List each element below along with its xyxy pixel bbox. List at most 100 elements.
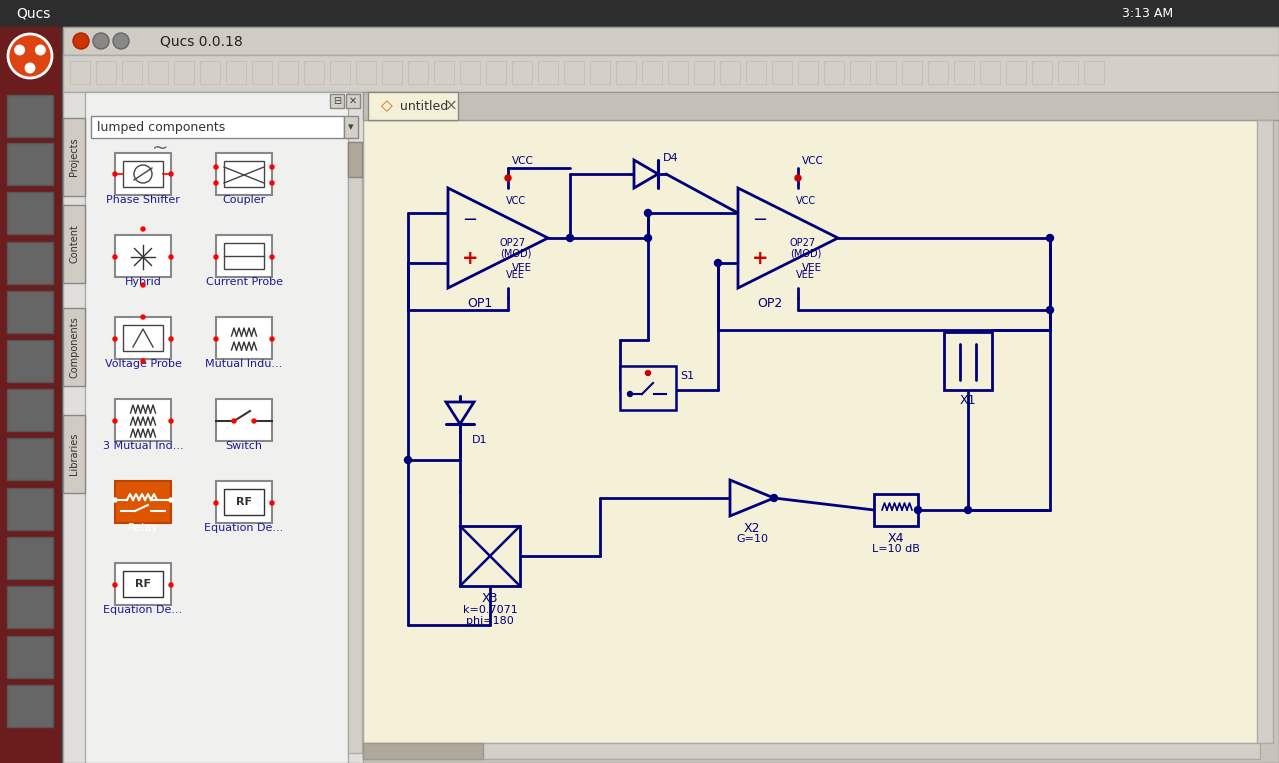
Circle shape (836, 551, 839, 553)
Circle shape (437, 631, 439, 633)
Circle shape (836, 691, 839, 693)
Circle shape (270, 501, 274, 505)
Circle shape (517, 191, 519, 193)
Circle shape (396, 511, 399, 513)
Circle shape (558, 451, 559, 453)
Text: Mutual Indu...: Mutual Indu... (206, 359, 283, 369)
Circle shape (396, 371, 399, 373)
Circle shape (938, 591, 939, 593)
Bar (6, 192, 52, 234)
Circle shape (657, 491, 659, 493)
Circle shape (1117, 251, 1119, 253)
Circle shape (1197, 431, 1198, 433)
Circle shape (1197, 471, 1198, 473)
Circle shape (1077, 151, 1079, 153)
Bar (876, 61, 897, 84)
Circle shape (677, 311, 679, 313)
Circle shape (537, 491, 538, 493)
Circle shape (797, 611, 799, 613)
Circle shape (1137, 631, 1138, 633)
Circle shape (817, 351, 819, 353)
Circle shape (537, 411, 538, 413)
Circle shape (718, 671, 719, 673)
Circle shape (417, 551, 420, 553)
Circle shape (718, 691, 719, 693)
Circle shape (214, 165, 217, 169)
Circle shape (1177, 611, 1179, 613)
Text: Coupler: Coupler (223, 195, 266, 205)
Text: VCC: VCC (796, 196, 816, 206)
Circle shape (737, 251, 739, 253)
Circle shape (597, 391, 599, 393)
Circle shape (498, 631, 499, 633)
Circle shape (877, 331, 879, 333)
Circle shape (1237, 271, 1239, 273)
Circle shape (737, 691, 739, 693)
Circle shape (917, 331, 918, 333)
Circle shape (998, 571, 999, 573)
Circle shape (718, 451, 719, 453)
Text: RF: RF (237, 497, 252, 507)
Circle shape (396, 311, 399, 313)
Circle shape (797, 711, 799, 713)
Circle shape (1077, 391, 1079, 393)
Circle shape (417, 671, 420, 673)
Circle shape (797, 191, 799, 193)
Text: X1: X1 (959, 394, 976, 407)
Circle shape (677, 431, 679, 433)
Circle shape (1097, 431, 1099, 433)
Circle shape (857, 131, 859, 133)
Circle shape (977, 651, 978, 653)
Circle shape (577, 331, 579, 333)
Circle shape (757, 571, 758, 573)
Text: OP2: OP2 (757, 297, 783, 310)
Circle shape (657, 291, 659, 293)
Circle shape (957, 611, 959, 613)
Circle shape (1137, 511, 1138, 513)
Bar (63, 55, 1279, 92)
Circle shape (938, 551, 939, 553)
Circle shape (637, 231, 640, 233)
Circle shape (628, 391, 633, 397)
Circle shape (718, 271, 719, 273)
Circle shape (1037, 171, 1039, 173)
Circle shape (957, 271, 959, 273)
Circle shape (577, 351, 579, 353)
Circle shape (1097, 631, 1099, 633)
Circle shape (1077, 271, 1079, 273)
Circle shape (857, 211, 859, 213)
Circle shape (857, 451, 859, 453)
Circle shape (977, 351, 978, 353)
Circle shape (1117, 271, 1119, 273)
Circle shape (877, 191, 879, 193)
Circle shape (1237, 151, 1239, 153)
Circle shape (657, 371, 659, 373)
Circle shape (1137, 331, 1138, 333)
Circle shape (657, 351, 659, 353)
Circle shape (778, 491, 779, 493)
Bar (123, 571, 162, 597)
Circle shape (1237, 291, 1239, 293)
Text: Components: Components (69, 316, 79, 378)
Text: X3: X3 (482, 591, 499, 604)
Circle shape (817, 411, 819, 413)
Circle shape (917, 391, 918, 393)
Circle shape (537, 591, 538, 593)
Circle shape (1157, 451, 1159, 453)
Circle shape (616, 731, 619, 733)
Circle shape (718, 611, 719, 613)
Circle shape (1017, 591, 1019, 593)
Circle shape (270, 165, 274, 169)
Circle shape (517, 251, 519, 253)
Circle shape (1037, 711, 1039, 713)
Circle shape (757, 731, 758, 733)
Circle shape (797, 431, 799, 433)
Circle shape (577, 491, 579, 493)
Bar (6, 636, 52, 678)
Circle shape (737, 451, 739, 453)
Circle shape (1017, 131, 1019, 133)
Circle shape (1117, 531, 1119, 533)
Circle shape (697, 571, 698, 573)
Circle shape (677, 151, 679, 153)
Circle shape (1237, 371, 1239, 373)
